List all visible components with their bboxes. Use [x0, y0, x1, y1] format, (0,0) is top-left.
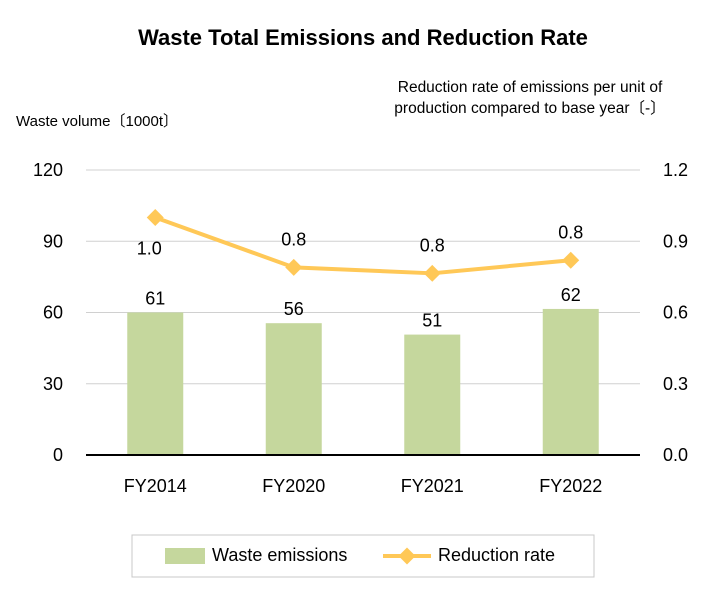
left-tick-label: 60 [43, 303, 63, 323]
right-tick-label: 0.6 [663, 303, 688, 323]
legend-line-marker [398, 547, 416, 565]
reduction-line: 1.0 0.8 0.8 0.8 [137, 209, 583, 282]
left-tick-label: 30 [43, 374, 63, 394]
right-tick-label: 0.9 [663, 231, 688, 251]
line-value-label: 1.0 [137, 239, 162, 259]
bars: 61 56 51 62 [127, 285, 599, 455]
bar-value-label: 56 [284, 299, 304, 319]
left-tick-label: 0 [53, 445, 63, 465]
legend-box [131, 534, 595, 578]
bar [127, 312, 184, 455]
line-value-label: 0.8 [558, 222, 583, 242]
bar-value-label: 61 [145, 289, 165, 309]
chart-title: Waste Total Emissions and Reduction Rate [138, 25, 588, 50]
line-marker [146, 209, 164, 226]
bar [265, 323, 322, 455]
bar [404, 334, 461, 455]
category-label: FY2021 [401, 476, 464, 496]
legend-bar-label: Waste emissions [212, 545, 347, 565]
bar-value-label: 62 [561, 285, 581, 305]
line-path [154, 215, 571, 276]
category-labels: FY2014 FY2020 FY2021 FY2022 [124, 476, 603, 496]
line-marker [423, 264, 441, 282]
line-value-label: 0.8 [281, 229, 306, 249]
bar [542, 308, 599, 455]
left-tick-label: 90 [43, 231, 63, 251]
legend: Waste emissions Reduction rate [131, 534, 595, 578]
left-axis-label: Waste volume〔1000t〕 [16, 113, 178, 130]
right-tick-label: 1.2 [663, 160, 688, 180]
right-tick-label: 0.0 [663, 445, 688, 465]
legend-line-label: Reduction rate [438, 545, 555, 565]
category-label: FY2022 [539, 476, 602, 496]
left-axis-ticks: 0 30 60 90 120 [33, 160, 63, 465]
category-label: FY2014 [124, 476, 187, 496]
category-label: FY2020 [262, 476, 325, 496]
right-axis-ticks: 0.0 0.3 0.6 0.9 1.2 [663, 160, 688, 465]
right-tick-label: 0.3 [663, 374, 688, 394]
line-marker [285, 258, 303, 276]
left-tick-label: 120 [33, 160, 63, 180]
right-axis-label-line2: production compared to base year〔-〕 [394, 100, 665, 117]
legend-bar-swatch [165, 548, 205, 564]
right-axis-label-line1: Reduction rate of emissions per unit of [398, 79, 663, 96]
bar-value-label: 51 [422, 311, 442, 331]
line-marker [562, 251, 580, 269]
line-value-label: 0.8 [420, 235, 445, 255]
